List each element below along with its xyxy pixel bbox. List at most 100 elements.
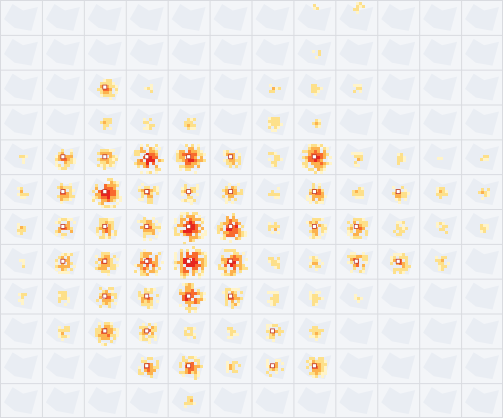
grid-cell	[377, 34, 420, 70]
heat-pixel	[439, 222, 442, 225]
heat-pixel	[141, 189, 144, 192]
heat-pixel	[60, 186, 63, 189]
heat-pixel	[359, 255, 362, 258]
heat-pixel	[362, 224, 365, 227]
heat-pixel	[397, 153, 400, 156]
heat-pixel	[354, 297, 357, 300]
heat-pixel	[152, 267, 155, 270]
grid-cell	[377, 348, 420, 384]
heat-pixel	[174, 264, 177, 267]
heat-pixel	[398, 195, 401, 198]
heat-pixel	[106, 158, 109, 161]
heat-pixel	[233, 273, 236, 276]
heat-pixel	[201, 252, 204, 255]
heat-pixel	[235, 222, 238, 225]
heat-pixel	[193, 124, 196, 127]
heat-blob	[347, 218, 368, 239]
heat-pixel	[140, 159, 143, 162]
heat-pixel	[114, 293, 117, 296]
heat-pixel	[106, 79, 109, 82]
heat-pixel	[187, 199, 190, 202]
heat-pixel	[17, 193, 20, 196]
heat-pixel	[197, 298, 200, 301]
heat-pixel	[277, 126, 280, 129]
heat-pixel	[158, 252, 161, 255]
heat-pixel	[103, 118, 106, 121]
heat-pixel	[185, 283, 188, 286]
heat-pixel	[204, 233, 207, 236]
heat-pixel	[231, 300, 234, 303]
map-silhouette	[339, 317, 374, 345]
heat-pixel	[315, 268, 318, 271]
heat-pixel	[309, 221, 312, 224]
heat-pixel	[143, 235, 146, 238]
heat-pixel	[155, 156, 158, 159]
heat-pixel	[436, 222, 439, 225]
heat-pixel	[238, 153, 241, 156]
heat-pixel	[109, 149, 112, 152]
heat-pixel	[318, 119, 321, 122]
heat-pixel	[143, 165, 146, 168]
heat-pixel	[198, 276, 201, 279]
heat-pixel	[195, 270, 198, 273]
heat-pixel	[193, 336, 196, 339]
heat-pixel	[152, 150, 155, 153]
heat-pixel	[197, 289, 200, 292]
heat-pixel	[189, 218, 192, 221]
heat-pixel	[150, 201, 153, 204]
heat-pixel	[309, 198, 312, 201]
heat-pixel	[179, 292, 182, 295]
grid-cell	[293, 313, 336, 349]
heat-pixel	[101, 270, 104, 273]
heat-pixel	[390, 259, 393, 262]
heat-pixel	[321, 375, 324, 378]
heat-pixel	[64, 294, 67, 297]
heat-blob	[55, 253, 76, 274]
heat-pixel	[108, 230, 111, 233]
heat-pixel	[186, 212, 189, 215]
heat-pixel	[317, 150, 320, 153]
heat-pixel	[98, 331, 101, 334]
heat-pixel	[140, 252, 143, 255]
heat-pixel	[95, 187, 98, 190]
map-silhouette	[339, 38, 374, 66]
hotspot-marker	[102, 84, 108, 90]
heat-pixel	[197, 159, 200, 162]
heat-pixel	[57, 186, 60, 189]
heat-pixel	[22, 161, 25, 164]
heat-pixel	[198, 258, 201, 261]
hotspot-marker	[228, 189, 233, 194]
heat-pixel	[226, 225, 229, 228]
heat-pixel	[318, 372, 321, 375]
heat-pixel	[268, 260, 271, 263]
hotspot-marker	[186, 363, 192, 369]
heat-pixel	[201, 270, 204, 273]
heat-pixel	[143, 249, 146, 252]
heat-pixel	[197, 292, 200, 295]
grid-cell	[419, 348, 462, 384]
heat-pixel	[55, 265, 58, 268]
heat-pixel	[231, 195, 234, 198]
heat-pixel	[232, 213, 235, 216]
heat-pixel	[404, 195, 407, 198]
heat-pixel	[147, 300, 150, 303]
heat-pixel	[70, 152, 73, 155]
heat-pixel	[99, 296, 102, 299]
heat-pixel	[323, 150, 326, 153]
heat-pixel	[271, 161, 274, 164]
grid-cell	[335, 383, 378, 418]
heat-pixel	[104, 199, 107, 202]
heat-pixel	[176, 153, 179, 156]
heat-pixel	[274, 196, 277, 199]
heat-pixel	[174, 233, 177, 236]
heat-pixel	[149, 270, 152, 273]
heat-pixel	[351, 152, 354, 155]
heat-pixel	[204, 258, 207, 261]
heat-pixel	[405, 256, 408, 259]
heat-pixel	[66, 192, 69, 195]
heat-pixel	[195, 255, 198, 258]
heat-pixel	[187, 327, 190, 330]
heat-pixel	[312, 329, 315, 332]
heat-pixel	[20, 187, 23, 190]
heat-pixel	[312, 357, 315, 360]
